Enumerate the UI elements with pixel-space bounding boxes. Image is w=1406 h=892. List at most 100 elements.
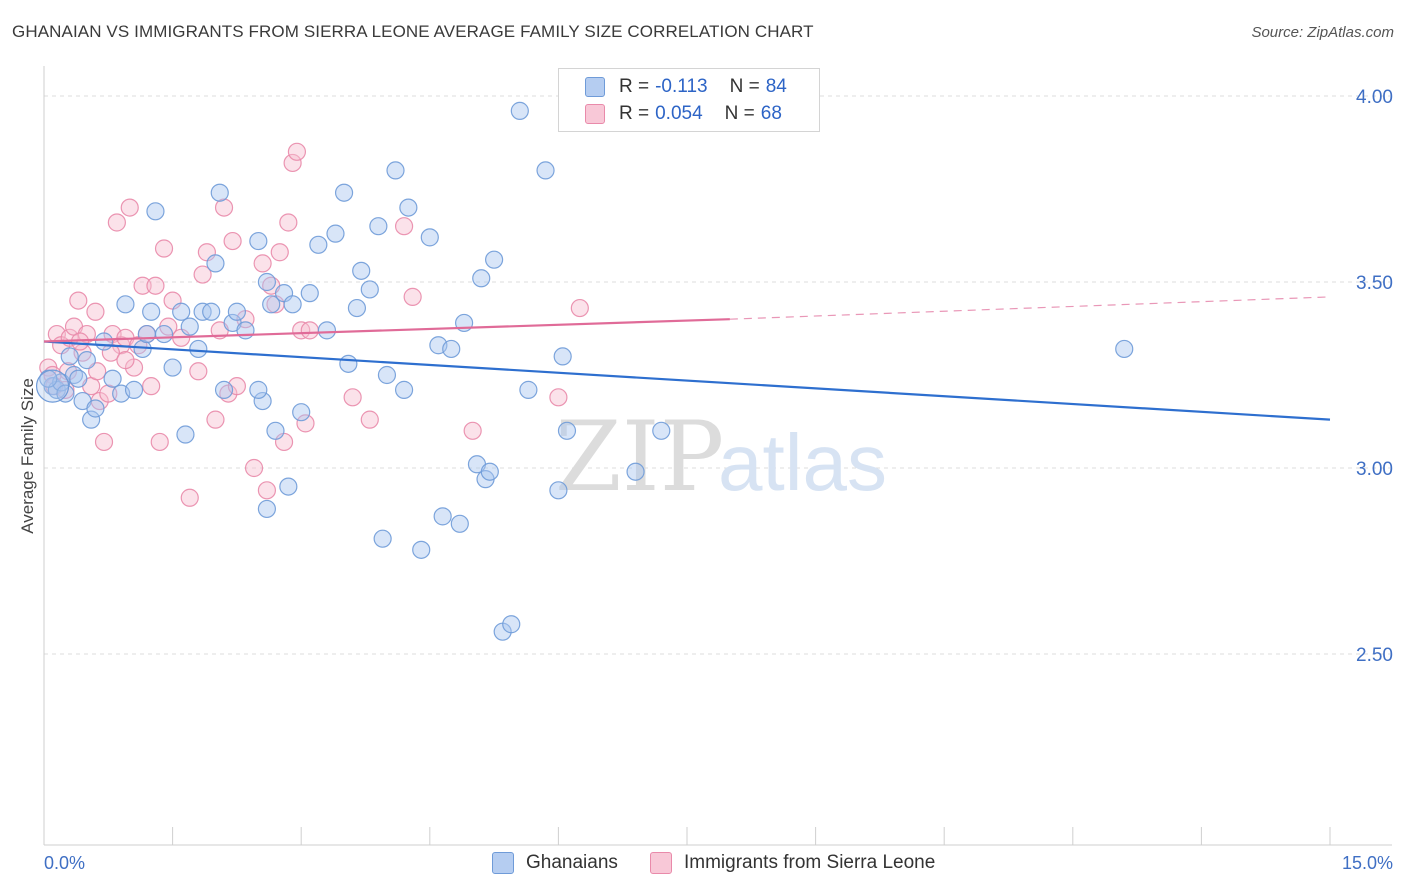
legend-swatch-blue bbox=[585, 77, 605, 97]
point-ghanaian bbox=[399, 198, 418, 217]
point-sierra-leone bbox=[270, 243, 289, 262]
point-ghanaian bbox=[485, 250, 504, 269]
point-ghanaian bbox=[137, 324, 156, 344]
point-ghanaian bbox=[317, 321, 337, 340]
point-ghanaian bbox=[442, 339, 461, 359]
series-legend-sierra-leone: Immigrants from Sierra Leone bbox=[650, 852, 935, 874]
watermark-atlas: atlas bbox=[718, 418, 887, 507]
point-ghanaian bbox=[420, 228, 439, 247]
point-ghanaian bbox=[69, 369, 88, 388]
point-sierra-leone bbox=[253, 254, 272, 273]
point-ghanaian-cluster bbox=[35, 369, 70, 403]
point-sierra-leone bbox=[214, 198, 234, 217]
watermark-zip: ZIP bbox=[555, 401, 724, 513]
point-ghanaian bbox=[450, 514, 469, 533]
point-ghanaian bbox=[652, 421, 671, 440]
y-tick-label: 3.50 bbox=[1356, 273, 1393, 294]
point-sierra-leone bbox=[99, 384, 118, 403]
point-sierra-leone bbox=[154, 239, 174, 258]
point-ghanaian bbox=[352, 261, 371, 280]
point-ghanaian bbox=[536, 161, 555, 180]
point-sierra-leone bbox=[206, 410, 225, 429]
point-ghanaian bbox=[227, 302, 246, 321]
point-ghanaian bbox=[549, 481, 568, 500]
point-ghanaian bbox=[86, 399, 105, 418]
point-ghanaian bbox=[206, 254, 225, 273]
chart-title: GHANAIAN VS IMMIGRANTS FROM SIERRA LEONE… bbox=[12, 22, 814, 41]
point-ghanaian bbox=[472, 269, 491, 288]
point-ghanaian bbox=[360, 280, 379, 299]
point-ghanaian bbox=[60, 347, 79, 366]
point-ghanaian bbox=[210, 183, 229, 202]
point-ghanaian bbox=[262, 295, 281, 314]
gridlines bbox=[44, 95, 1390, 655]
trend-line-sierra-leone bbox=[43, 318, 730, 343]
point-ghanaian bbox=[142, 302, 161, 321]
point-sierra-leone bbox=[77, 324, 96, 344]
legend-swatch-pink bbox=[585, 104, 605, 124]
series-swatch-pink bbox=[650, 852, 672, 874]
point-ghanaian bbox=[77, 351, 96, 370]
point-sierra-leone bbox=[180, 488, 199, 507]
point-sierra-leone bbox=[69, 291, 88, 310]
point-sierra-leone bbox=[463, 421, 482, 440]
point-ghanaian bbox=[257, 499, 277, 519]
point-ghanaian bbox=[553, 347, 572, 366]
legend-n-value: 84 bbox=[765, 76, 787, 97]
point-ghanaian bbox=[253, 391, 272, 411]
point-sierra-leone bbox=[257, 481, 277, 500]
point-sierra-leone bbox=[94, 432, 114, 452]
point-ghanaian bbox=[249, 231, 268, 251]
point-sierra-leone bbox=[133, 276, 152, 295]
point-ghanaian bbox=[557, 421, 577, 440]
point-ghanaian bbox=[202, 302, 221, 321]
point-ghanaian bbox=[519, 380, 538, 399]
point-sierra-leone bbox=[300, 321, 319, 340]
point-ghanaian bbox=[334, 183, 354, 202]
point-ghanaian bbox=[369, 217, 388, 236]
point-ghanaian bbox=[266, 421, 285, 440]
point-ghanaian bbox=[373, 529, 392, 548]
legend-r-value: -0.113 bbox=[655, 76, 708, 97]
y-tick-label: 2.50 bbox=[1356, 645, 1393, 666]
point-ghanaian bbox=[386, 161, 405, 180]
legend-row-sierra-leone: R = 0.054 N = 68 bbox=[585, 101, 782, 127]
point-sierra-leone bbox=[193, 265, 212, 284]
trend-line-ghanaians bbox=[43, 340, 1331, 421]
axis-labels: 2.50 3.00 3.50 4.00 0.0% 15.0% Average Family … bbox=[18, 87, 1393, 873]
point-ghanaian bbox=[146, 202, 165, 221]
point-ghanaian bbox=[172, 302, 191, 321]
point-ghanaian bbox=[94, 332, 114, 351]
point-ghanaian bbox=[56, 384, 75, 403]
point-sierra-leone bbox=[360, 410, 379, 429]
point-sierra-leone bbox=[120, 198, 139, 217]
point-ghanaian bbox=[433, 507, 452, 526]
trend-line-sierra-leone-extrapolated bbox=[729, 296, 1331, 320]
point-ghanaian bbox=[180, 317, 199, 336]
series-swatch-blue bbox=[492, 852, 514, 874]
point-sierra-leone bbox=[394, 217, 414, 236]
point-sierra-leone bbox=[244, 458, 264, 478]
point-sierra-leone bbox=[146, 276, 165, 295]
point-sierra-leone bbox=[88, 362, 107, 381]
point-sierra-leone bbox=[142, 377, 161, 396]
point-sierra-leone bbox=[86, 302, 105, 321]
legend-r-label: R = bbox=[619, 76, 650, 97]
x-tick-label-max: 15.0% bbox=[1342, 853, 1393, 873]
point-ghanaian bbox=[480, 462, 499, 481]
point-sierra-leone bbox=[116, 351, 135, 370]
point-ghanaian bbox=[283, 295, 302, 314]
point-ghanaian bbox=[103, 369, 122, 388]
point-sierra-leone bbox=[296, 414, 315, 433]
series-legend-label: Immigrants from Sierra Leone bbox=[684, 852, 936, 873]
point-ghanaian bbox=[249, 380, 268, 399]
legend-n-label: N = bbox=[724, 103, 755, 124]
point-ghanaian bbox=[236, 321, 255, 340]
point-ghanaian bbox=[326, 224, 345, 243]
series-sierra-leone-points bbox=[39, 142, 589, 507]
point-ghanaian bbox=[412, 540, 431, 559]
point-ghanaian bbox=[510, 101, 529, 120]
point-ghanaian bbox=[257, 272, 277, 292]
